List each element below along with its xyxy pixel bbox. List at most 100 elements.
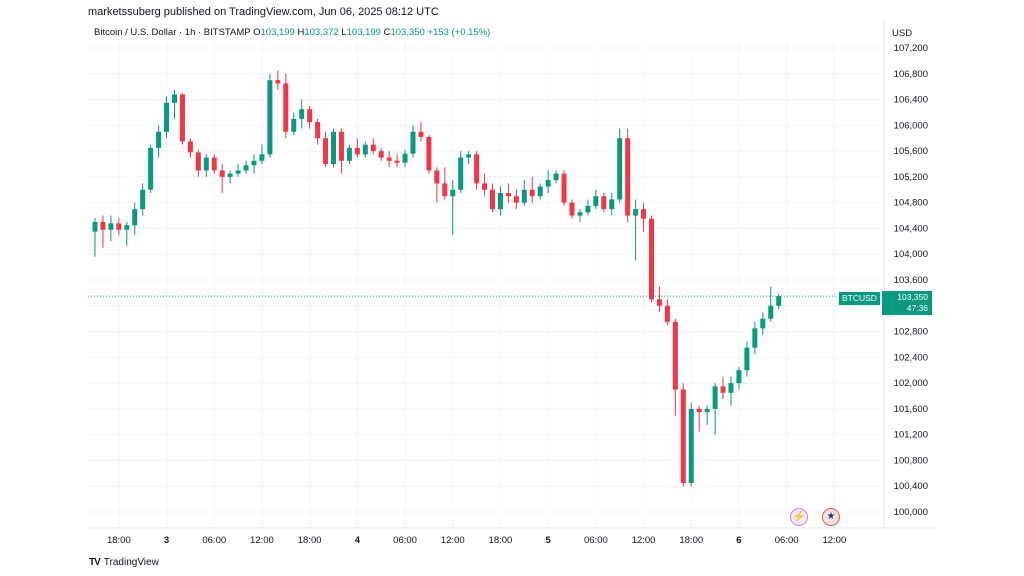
candle-body [116, 223, 122, 230]
candle-body [338, 131, 344, 161]
low-label: L [341, 27, 347, 38]
candle-body [664, 305, 670, 322]
close-value: 103,350 [390, 27, 425, 38]
candle [704, 405, 710, 425]
price-tick-label: 106,400 [894, 95, 928, 106]
candle-body [649, 218, 654, 300]
candle [601, 193, 607, 213]
time-tick-label: 18:00 [107, 535, 131, 546]
candle-body [331, 131, 336, 164]
candle [641, 202, 647, 232]
candle-body [609, 199, 615, 210]
candle-body [625, 138, 631, 216]
candle-body [537, 186, 543, 197]
time-tick-label: 12:00 [250, 535, 274, 546]
candle-body [474, 154, 480, 184]
candle [315, 118, 321, 145]
candle [712, 383, 718, 435]
candle-body [370, 144, 376, 152]
candle-body [641, 209, 647, 219]
symbol-price-tag: BTCUSD [839, 292, 880, 305]
time-tick-label: 5 [546, 535, 552, 546]
time-tick-label: 12:00 [822, 535, 846, 546]
candle [664, 299, 670, 326]
candle [482, 173, 488, 197]
price-tick-label: 104,000 [894, 249, 928, 260]
candle [744, 341, 750, 377]
candle-body [569, 202, 575, 216]
candle-body [505, 193, 511, 197]
candle [386, 151, 392, 168]
candle-body [148, 147, 154, 190]
candle [164, 96, 170, 139]
change-value: +153 (+0.15%) [427, 27, 491, 38]
candle [307, 106, 313, 129]
candle-body [720, 386, 726, 393]
candle-body [267, 80, 273, 155]
high-label: H [297, 27, 305, 38]
candle-body [442, 183, 448, 197]
time-tick-label: 18:00 [679, 535, 703, 546]
price-tick-label: 104,800 [894, 198, 928, 209]
us-flag-icon[interactable]: ★ [822, 508, 840, 526]
candle [370, 138, 376, 155]
close-label: C [383, 27, 391, 38]
candle-body [529, 189, 535, 197]
price-tick-label: 105,600 [894, 146, 928, 157]
candle-body [593, 196, 599, 206]
candle [720, 376, 726, 400]
candle [140, 183, 146, 216]
candle [736, 367, 742, 390]
candle [458, 151, 464, 193]
candle-body [672, 321, 678, 390]
candle [195, 149, 201, 177]
candle-body [656, 299, 662, 306]
lightning-icon[interactable]: ⚡ [790, 508, 808, 526]
candle [680, 383, 686, 487]
price-axis[interactable]: 100,000 100,400 100,800 101,200 101,600 102,0… [894, 43, 928, 518]
candle-body [299, 109, 305, 119]
candle [259, 144, 265, 164]
candle-body [776, 296, 782, 306]
candle-body [728, 383, 734, 393]
candle-body [259, 154, 265, 161]
candle-body [490, 189, 495, 210]
symbol-legend: Bitcoin / U.S. Dollar · 1h · BITSTAMP O1… [94, 27, 490, 38]
candle [354, 138, 360, 158]
time-axis[interactable]: 18:00 3 06:00 12:00 18:00 4 06:00 12:00 18:00 5 06… [107, 535, 846, 546]
published-caption: marketssuberg published on TradingView.c… [88, 6, 439, 18]
candle [156, 125, 162, 158]
candle-body [100, 222, 106, 230]
grid [88, 40, 884, 528]
time-tick-label: 06:00 [393, 535, 417, 546]
candle [672, 318, 678, 416]
candle [609, 193, 615, 216]
candle [617, 128, 623, 203]
candle [124, 222, 130, 246]
candle [227, 170, 233, 184]
candle [418, 122, 424, 142]
candle [537, 183, 543, 200]
candle-body [752, 328, 758, 348]
candle-body [585, 205, 591, 213]
candle-body [497, 193, 503, 210]
candle-body [760, 318, 766, 329]
candle [521, 180, 527, 206]
candle-body [132, 209, 138, 226]
time-tick-label: 06:00 [584, 535, 608, 546]
candle-body [251, 160, 257, 166]
candle [283, 73, 289, 139]
price-tick-label: 105,200 [894, 172, 928, 183]
candle [776, 294, 782, 309]
chart-frame [88, 0, 936, 576]
price-tick-label: 100,000 [894, 507, 928, 518]
candle [434, 167, 440, 203]
candle-body [243, 165, 249, 171]
candle [275, 70, 281, 90]
candle-body [601, 196, 607, 210]
candle-body [768, 305, 774, 319]
candle [569, 199, 575, 219]
currency-label[interactable]: USD [892, 28, 913, 39]
candle-body [386, 157, 392, 161]
